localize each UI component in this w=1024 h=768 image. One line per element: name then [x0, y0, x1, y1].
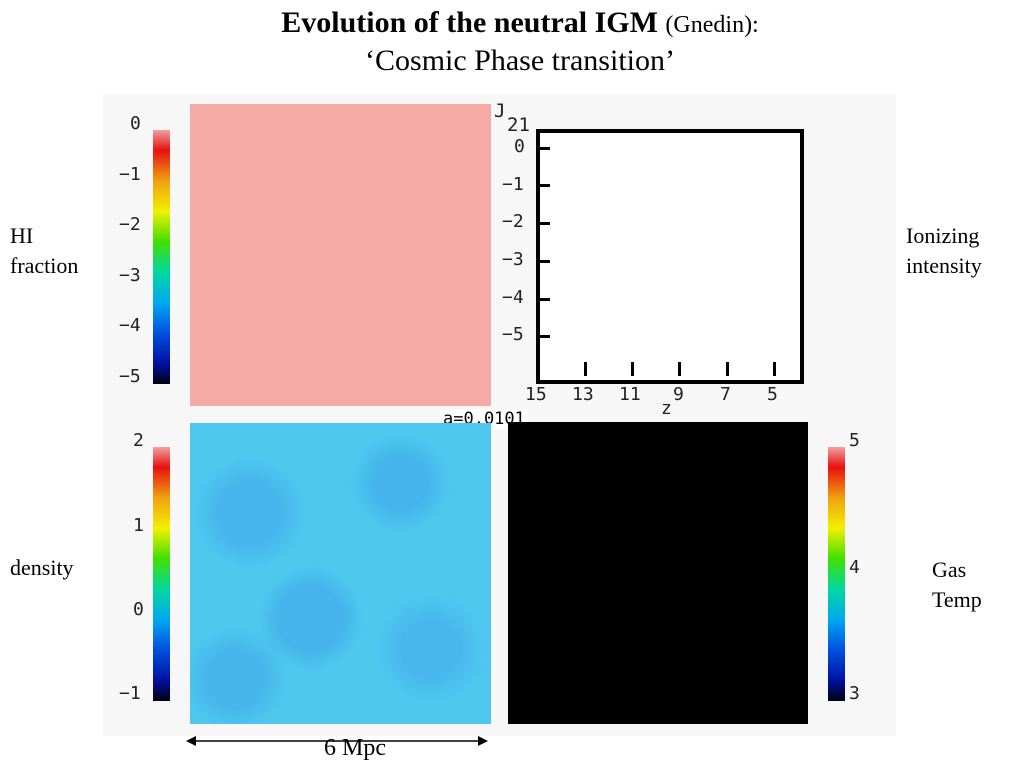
- plot-ytick-label: −1: [502, 174, 524, 195]
- gas-temperature-map: [508, 422, 808, 724]
- plot-ytick-mark: [536, 222, 550, 225]
- plot-xtick-label: 15: [525, 384, 547, 405]
- plot-ylabel: J: [494, 100, 506, 122]
- plot-ytick-mark: [536, 298, 550, 301]
- hi-fraction-map: [190, 104, 491, 406]
- plot-xtick-mark: [584, 362, 587, 376]
- temperature-colorbar: [828, 447, 845, 701]
- plot-xtick-label: 7: [720, 384, 731, 405]
- hi-cbar-tick: −4: [119, 315, 141, 336]
- plot-xtick-label: 13: [572, 384, 594, 405]
- plot-xtick-mark: [773, 362, 776, 376]
- hi-colorbar: [153, 130, 170, 384]
- plot-ytick-label: −5: [502, 324, 524, 345]
- temp-cbar-tick: 5: [849, 430, 860, 451]
- ionizing-label-line2: intensity: [906, 253, 982, 278]
- density-colorbar: [153, 447, 170, 701]
- temp-cbar-tick: 4: [849, 557, 860, 578]
- plot-xtick-label: 9: [673, 384, 684, 405]
- plot-ylabel-sub: 21: [507, 114, 530, 136]
- title-line2: ‘Cosmic Phase transition’: [365, 44, 675, 77]
- plot-ytick-label: −4: [502, 287, 524, 308]
- plot-ytick-mark: [536, 335, 550, 338]
- hi-cbar-tick: −3: [119, 265, 141, 286]
- hi-cbar-tick: −2: [119, 214, 141, 235]
- plot-ytick-label: 0: [514, 136, 525, 157]
- temp-cbar-tick: 3: [849, 683, 860, 704]
- plot-xtick-label: 5: [767, 384, 778, 405]
- plot-ytick-mark: [536, 147, 550, 150]
- hi-cbar-tick: −1: [119, 164, 141, 185]
- title-sub: (Gnedin):: [665, 12, 759, 38]
- hi-label-line1: HI: [10, 223, 34, 248]
- density-cbar-tick: 0: [133, 599, 144, 620]
- density-cbar-tick: −1: [119, 683, 141, 704]
- plot-xtick-mark: [631, 362, 634, 376]
- plot-ytick-mark: [536, 260, 550, 263]
- hi-fraction-label: HI fraction: [10, 221, 78, 281]
- plot-ytick-mark: [536, 184, 550, 187]
- density-cbar-tick: 2: [133, 430, 144, 451]
- plot-xtick-mark: [678, 362, 681, 376]
- hi-label-line2: fraction: [10, 253, 79, 278]
- plot-xlabel: z: [661, 398, 672, 419]
- plot-ytick-label: −3: [502, 249, 524, 270]
- density-label: density: [10, 555, 74, 580]
- plot-ytick-label: −2: [502, 211, 524, 232]
- density-map: [190, 423, 491, 724]
- gas-temp-label: Gas Temp: [932, 555, 982, 615]
- scale-bar-label: 6 Mpc: [324, 735, 386, 761]
- plot-xtick-mark: [726, 362, 729, 376]
- gas-label-line1: Gas: [932, 557, 967, 582]
- title-main: Evolution of the neutral IGM: [281, 6, 658, 39]
- gas-label-line2: Temp: [932, 587, 982, 612]
- density-cbar-tick: 1: [133, 515, 144, 536]
- scale-bar-arrow: [186, 736, 488, 746]
- hi-cbar-tick: −5: [119, 366, 141, 387]
- ionizing-intensity-plot: [536, 129, 804, 384]
- plot-xtick-label: 11: [619, 384, 641, 405]
- ionizing-intensity-label: Ionizing intensity: [906, 221, 982, 281]
- slide-title: Evolution of the neutral IGM (Gnedin): ‘…: [0, 6, 1024, 78]
- ionizing-label-line1: Ionizing: [906, 223, 980, 248]
- hi-cbar-tick: 0: [130, 113, 141, 134]
